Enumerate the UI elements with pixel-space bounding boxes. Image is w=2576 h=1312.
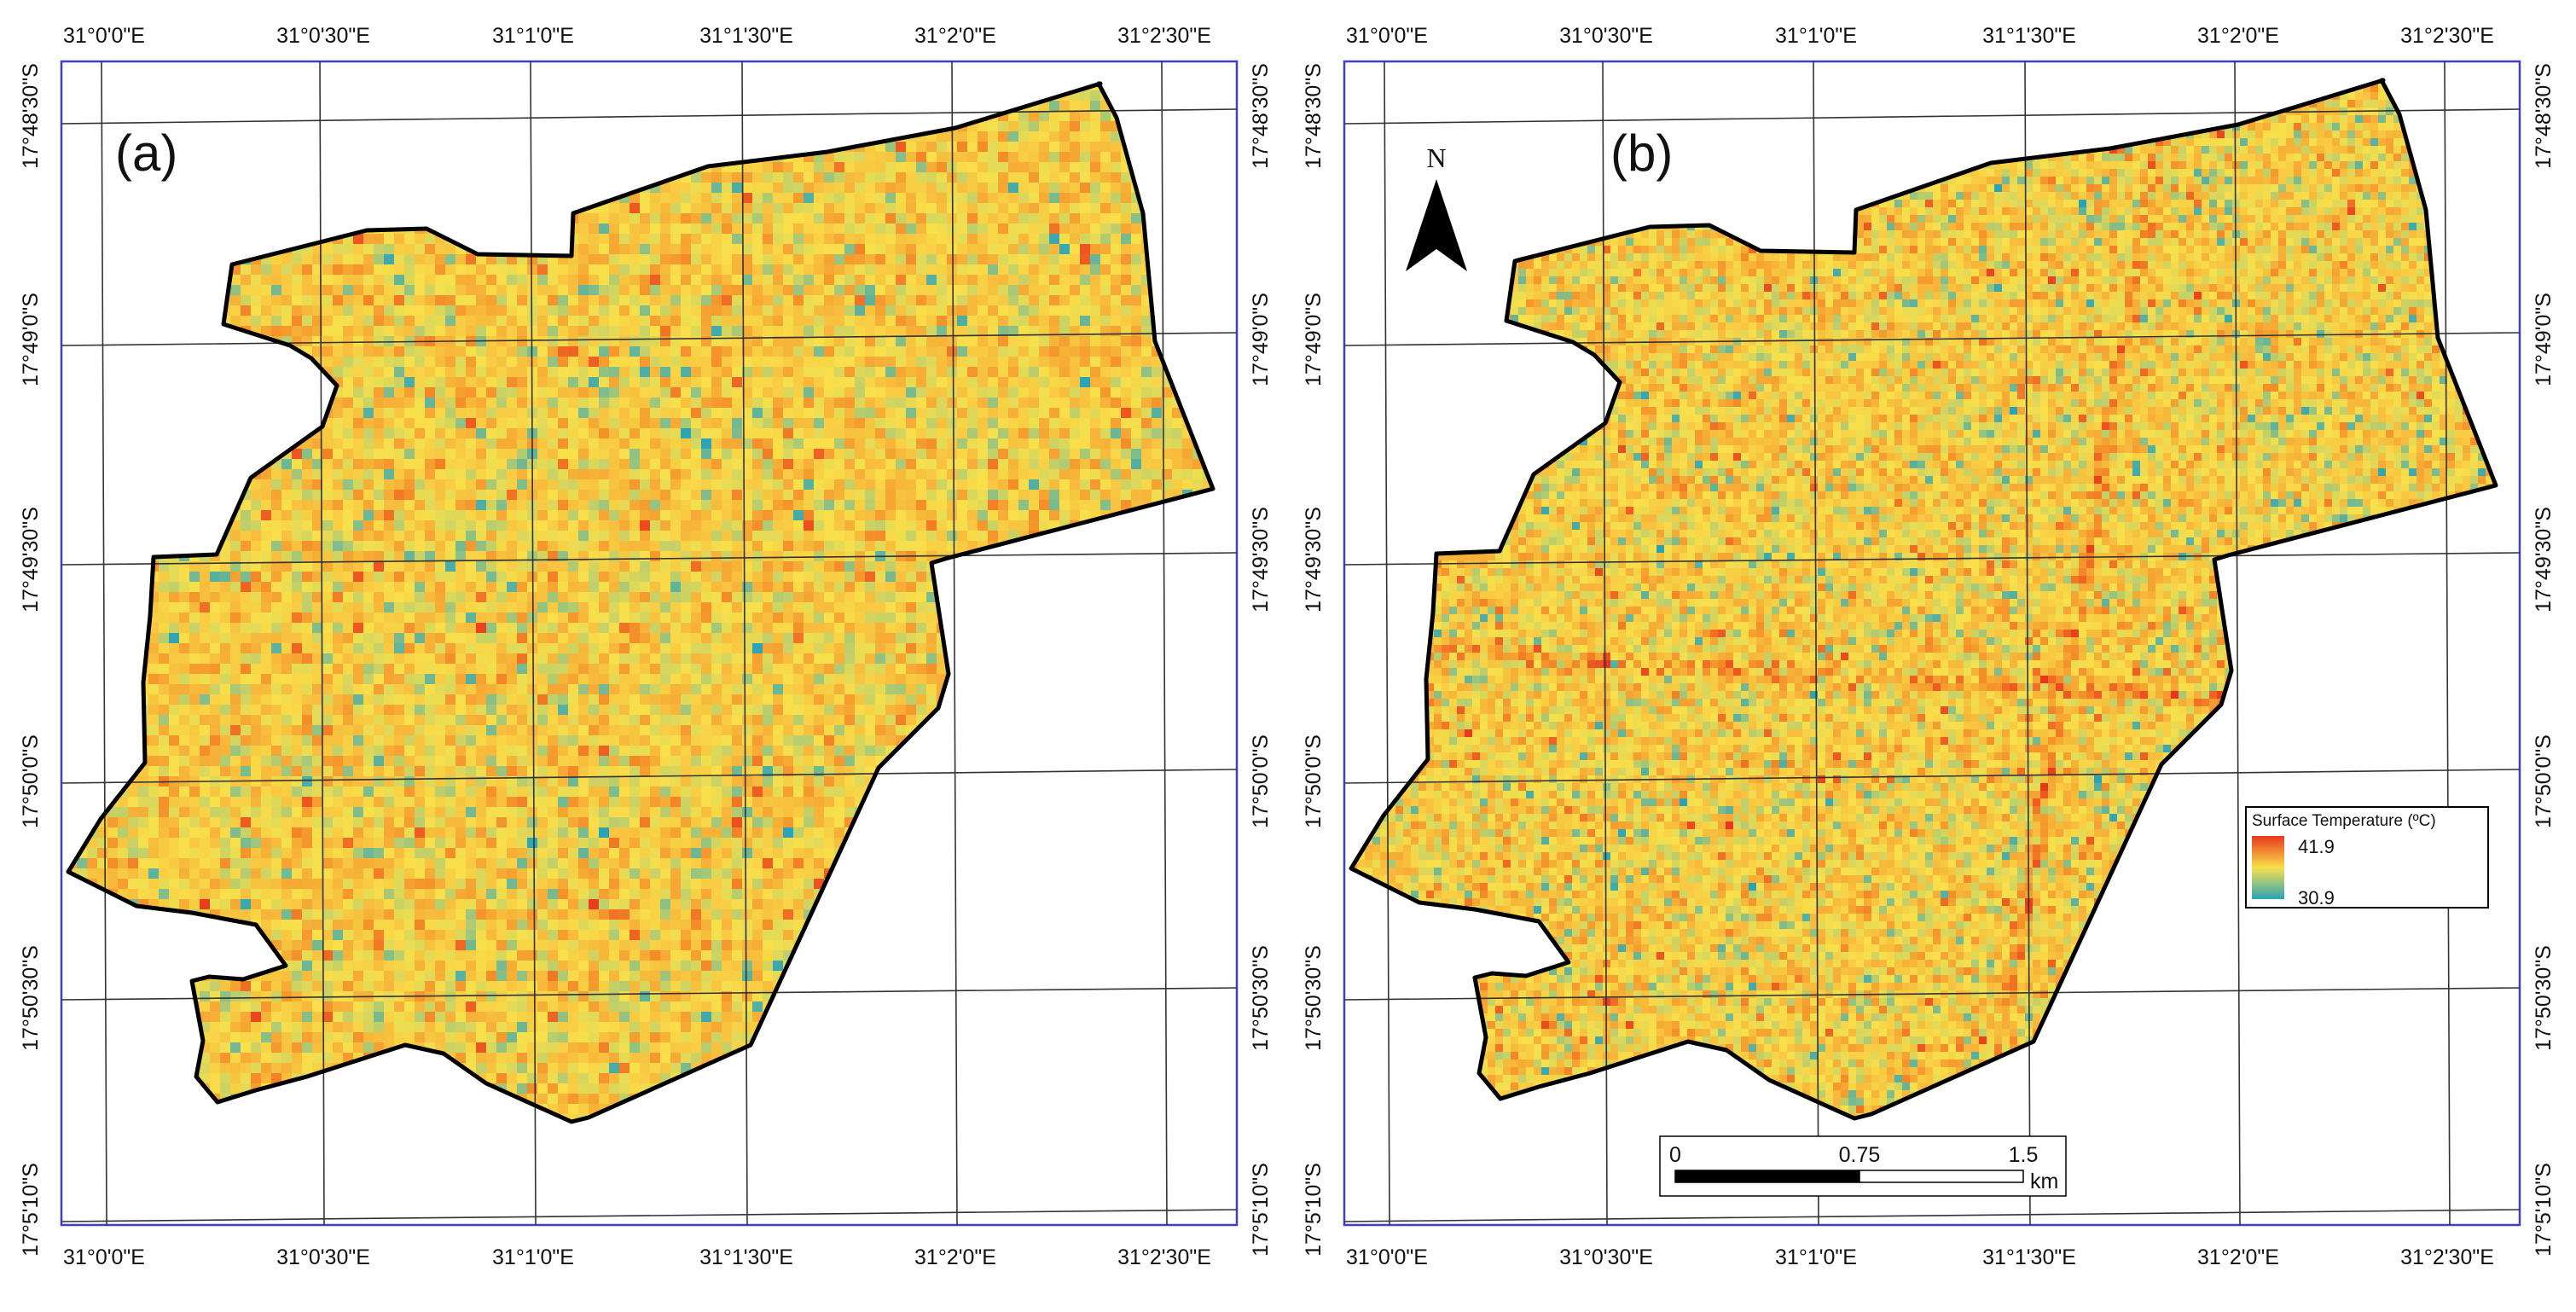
scale-bar: 0 0.75 1.5 km — [1659, 1135, 2067, 1197]
tick-labels-b: 31°0'0"E 31°0'30"E 31°1'0"E 31°1'30"E 31… — [1302, 24, 2556, 1269]
bottom-tick-a: 31°1'0"E — [492, 1245, 574, 1269]
legend-min-value: 30.9 — [2298, 887, 2335, 909]
scale-bar-box — [1659, 1135, 2067, 1197]
bottom-tick-a: 31°2'30"E — [1117, 1245, 1211, 1269]
left-tick-b: 17°49'0"S — [1302, 293, 1326, 386]
top-tick-b: 31°0'30"E — [1559, 24, 1653, 48]
top-tick-b: 31°1'0"E — [1775, 24, 1857, 48]
left-tick-a: 17°5'10"S — [19, 1163, 43, 1257]
right-tick-b: 17°48'30"S — [2532, 63, 2556, 169]
north-arrow: N — [1406, 142, 1467, 271]
right-tick-b: 17°49'0"S — [2532, 293, 2556, 386]
right-tick-a: 17°48'30"S — [1249, 63, 1273, 169]
right-tick-a: 17°49'0"S — [1249, 293, 1273, 386]
top-tick-a: 31°0'0"E — [63, 24, 145, 48]
bottom-tick-a: 31°0'30"E — [276, 1245, 370, 1269]
top-tick-b: 31°2'30"E — [2400, 24, 2494, 48]
right-tick-b: 17°5'10"S — [2532, 1163, 2556, 1257]
bottom-tick-a: 31°0'0"E — [63, 1245, 145, 1269]
top-tick-b: 31°1'30"E — [1982, 24, 2076, 48]
scale-label-0-75: 0.75 — [1839, 1143, 1881, 1167]
panel-label-b: (b) — [1610, 125, 1673, 182]
scale-segment-light — [1859, 1170, 2024, 1183]
scale-segment-dark — [1674, 1170, 1860, 1183]
right-tick-a: 17°50'30"S — [1249, 945, 1273, 1051]
legend-max-value: 41.9 — [2298, 836, 2335, 857]
left-tick-a: 17°48'30"S — [19, 63, 43, 169]
bottom-tick-b: 31°1'30"E — [1982, 1245, 2076, 1269]
bottom-tick-b: 31°2'30"E — [2400, 1245, 2494, 1269]
left-tick-a: 17°49'30"S — [19, 507, 43, 612]
study-area-outline-a — [66, 81, 1215, 1124]
map-panel-b: 31°0'0"E 31°0'30"E 31°1'0"E 31°1'30"E 31… — [1302, 24, 2556, 1269]
top-tick-a: 31°1'30"E — [699, 24, 793, 48]
left-tick-b: 17°48'30"S — [1302, 63, 1326, 169]
scale-label-1-5: 1.5 — [2009, 1143, 2039, 1167]
bottom-tick-b: 31°1'0"E — [1775, 1245, 1857, 1269]
north-arrow-icon — [1406, 179, 1467, 271]
right-tick-b: 17°50'0"S — [2532, 734, 2556, 828]
scale-label-0: 0 — [1669, 1143, 1681, 1167]
right-tick-b: 17°49'30"S — [2532, 507, 2556, 612]
left-tick-a: 17°49'0"S — [19, 293, 43, 386]
top-tick-a: 31°0'30"E — [276, 24, 370, 48]
left-tick-a: 17°50'30"S — [19, 945, 43, 1051]
map-panel-a: 31°0'0"E 31°0'30"E 31°1'0"E 31°1'30"E 31… — [19, 24, 1273, 1269]
right-tick-b: 17°50'30"S — [2532, 945, 2556, 1051]
temperature-legend: Surface Temperature (ºC) 41.9 30.9 — [2245, 806, 2489, 909]
bottom-tick-a: 31°2'0"E — [914, 1245, 996, 1269]
left-tick-b: 17°5'10"S — [1302, 1163, 1326, 1257]
right-tick-a: 17°50'0"S — [1249, 734, 1273, 828]
top-tick-a: 31°1'0"E — [492, 24, 574, 48]
left-tick-b: 17°50'0"S — [1302, 734, 1326, 828]
graticule-b — [1343, 61, 2521, 1226]
study-area-outline-b — [1349, 78, 2498, 1121]
legend-box — [2245, 806, 2489, 909]
top-tick-a: 31°2'30"E — [1117, 24, 1211, 48]
left-tick-b: 17°49'30"S — [1302, 507, 1326, 612]
bottom-tick-a: 31°1'30"E — [699, 1245, 793, 1269]
legend-title: Surface Temperature (ºC) — [2252, 812, 2436, 830]
north-letter: N — [1426, 142, 1446, 173]
bottom-tick-b: 31°0'30"E — [1559, 1245, 1653, 1269]
scale-unit: km — [2030, 1170, 2058, 1193]
right-tick-a: 17°49'30"S — [1249, 507, 1273, 612]
left-tick-a: 17°50'0"S — [19, 734, 43, 828]
right-tick-a: 17°5'10"S — [1249, 1163, 1273, 1257]
top-tick-b: 31°0'0"E — [1346, 24, 1428, 48]
bottom-tick-b: 31°0'0"E — [1346, 1245, 1428, 1269]
graticule-a — [61, 61, 1238, 1226]
panel-label-a: (a) — [115, 125, 177, 182]
top-tick-a: 31°2'0"E — [914, 24, 996, 48]
legend-color-ramp — [2252, 836, 2284, 899]
left-tick-b: 17°50'30"S — [1302, 945, 1326, 1051]
bottom-tick-b: 31°2'0"E — [2197, 1245, 2279, 1269]
tick-labels-a: 31°0'0"E 31°0'30"E 31°1'0"E 31°1'30"E 31… — [19, 24, 1273, 1269]
top-tick-b: 31°2'0"E — [2197, 24, 2279, 48]
